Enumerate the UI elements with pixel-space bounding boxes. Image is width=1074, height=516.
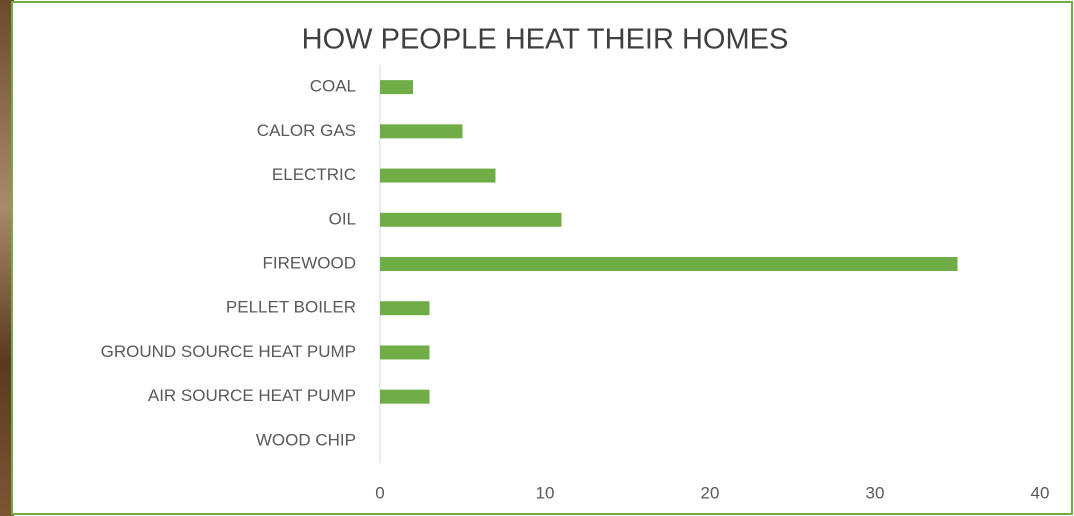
y-tick-label: PELLET BOILER <box>226 298 356 317</box>
x-tick-label: 10 <box>536 483 555 502</box>
chart-title: HOW PEOPLE HEAT THEIR HOMES <box>302 24 789 56</box>
bar <box>380 257 958 271</box>
bar <box>380 168 496 183</box>
x-tick-label: 0 <box>375 483 384 502</box>
y-tick-label: FIREWOOD <box>263 253 357 272</box>
x-tick-label: 40 <box>1031 483 1050 502</box>
y-tick-label: GROUND SOURCE HEAT PUMP <box>101 342 356 361</box>
x-tick-label: 30 <box>866 483 885 502</box>
bar <box>380 124 463 139</box>
y-tick-label: WOOD CHIP <box>256 430 356 449</box>
y-tick-label: COAL <box>310 77 356 96</box>
bar <box>380 389 430 404</box>
bar <box>380 301 430 316</box>
x-tick-label: 20 <box>701 483 720 502</box>
bar <box>380 80 413 95</box>
y-tick-label: ELECTRIC <box>272 165 356 184</box>
y-tick-label: OIL <box>329 209 356 228</box>
background-image <box>0 0 14 516</box>
y-tick-label: AIR SOURCE HEAT PUMP <box>148 386 356 405</box>
bar <box>380 345 430 360</box>
bar <box>380 212 562 227</box>
y-tick-label: CALOR GAS <box>257 121 356 140</box>
